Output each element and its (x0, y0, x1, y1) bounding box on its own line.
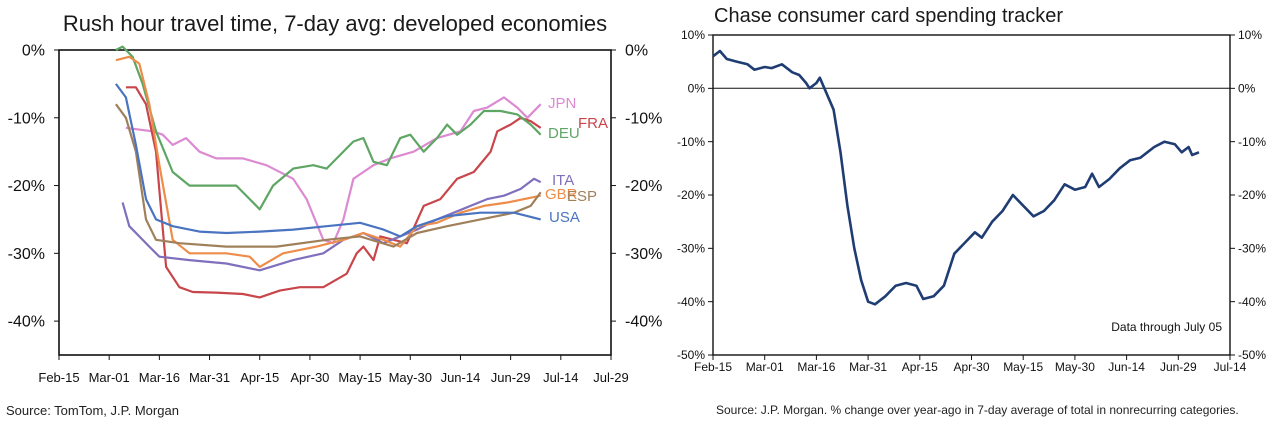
series-label-ita: ITA (552, 172, 574, 189)
series-label-jpn: JPN (548, 95, 576, 112)
y-tick-label-right: -30% (1238, 242, 1266, 256)
x-tick-label: Jul-14 (543, 370, 578, 385)
y-tick-label-left: 0% (22, 43, 45, 60)
y-tick-label-left: -30% (8, 246, 45, 263)
x-tick-label: Feb-15 (694, 360, 732, 374)
y-tick-label-right: -10% (1238, 135, 1266, 149)
y-tick-label-right: -10% (625, 110, 662, 127)
x-tick-label: May-30 (1055, 360, 1095, 374)
series-line-fra (125, 86, 542, 299)
series-label-fra: FRA (578, 115, 608, 132)
y-tick-label-right: -50% (1238, 348, 1266, 362)
right-y-ticks: 10% 10% 0% 0% -10% -10% -20% -20% -30% -30% -40% -4… (677, 28, 1266, 362)
y-tick-label-left: -20% (677, 188, 705, 202)
y-tick-label-left: -50% (677, 348, 705, 362)
series-line-usa (115, 83, 541, 238)
y-tick-label-right: -20% (625, 178, 662, 195)
x-tick-label: Feb-15 (38, 370, 79, 385)
y-tick-label-left: -10% (677, 135, 705, 149)
x-tick-label: Mar-31 (849, 360, 887, 374)
series-label-usa: USA (549, 209, 580, 226)
y-tick-label-right: 0% (1238, 82, 1256, 96)
right-chart: Chase consumer card spending tracker 10%… (677, 5, 1266, 374)
x-tick-label: Jun-29 (1160, 360, 1197, 374)
x-tick-label: Mar-01 (746, 360, 784, 374)
right-series-lines (712, 49, 1200, 306)
x-tick-label: May-15 (338, 370, 381, 385)
left-plot-frame (58, 49, 612, 356)
right-x-ticks: Feb-15 Mar-01 Mar-16 Mar-31 Apr-15 Apr-30 May-… (694, 355, 1247, 374)
y-tick-label-right: -30% (625, 246, 662, 263)
left-chart-title: Rush hour travel time, 7-day avg: develo… (63, 11, 607, 36)
series-line-deu (115, 45, 542, 211)
x-tick-label: Mar-16 (139, 370, 180, 385)
x-tick-label: Apr-30 (290, 370, 329, 385)
x-tick-label: Jun-14 (441, 370, 481, 385)
x-tick-label: Jul-14 (1214, 360, 1247, 374)
y-tick-label-right: 10% (1238, 28, 1262, 42)
x-tick-label: May-30 (389, 370, 432, 385)
x-tick-label: Apr-30 (953, 360, 989, 374)
series-line-jpn (125, 96, 542, 245)
y-tick-label-right: -40% (625, 314, 662, 331)
x-tick-label: Mar-16 (797, 360, 835, 374)
left-x-ticks: Feb-15 Mar-01 Mar-16 Mar-31 Apr-15 Apr-30 May-… (38, 355, 629, 385)
x-tick-label: Apr-15 (240, 370, 279, 385)
y-tick-label-right: -40% (1238, 295, 1266, 309)
x-tick-label: Jul-29 (593, 370, 628, 385)
left-y-ticks: 0% 0% -10% -10% -20% -20% -30% -30% -40% -40% (8, 43, 663, 331)
series-label-esp: ESP (567, 188, 597, 205)
y-tick-label-left: -30% (677, 242, 705, 256)
y-tick-label-left: 10% (681, 28, 705, 42)
y-tick-label-left: -40% (8, 314, 45, 331)
right-annotation: Data through July 05 (1111, 320, 1222, 334)
y-tick-label-left: -10% (8, 110, 45, 127)
x-tick-label: May-15 (1003, 360, 1043, 374)
y-tick-label-left: -20% (8, 178, 45, 195)
series-line-gbr (115, 55, 541, 268)
right-source-note: Source: J.P. Morgan. % change over year-… (716, 403, 1239, 417)
series-label-deu: DEU (548, 125, 580, 142)
left-chart: Rush hour travel time, 7-day avg: develo… (8, 11, 663, 385)
series-line-esp (115, 103, 542, 248)
left-source-note: Source: TomTom, J.P. Morgan (6, 403, 179, 418)
series-label-gbr: GBR (545, 186, 578, 203)
series-line-ita (121, 177, 542, 272)
y-tick-label-right: -20% (1238, 188, 1266, 202)
y-tick-label-left: -40% (677, 295, 705, 309)
right-plot-frame (712, 34, 1231, 356)
x-tick-label: Jun-29 (491, 370, 531, 385)
x-tick-label: Apr-15 (902, 360, 938, 374)
y-tick-label-right: 0% (625, 43, 648, 60)
right-chart-title: Chase consumer card spending tracker (714, 5, 1063, 27)
y-tick-label-left: 0% (688, 82, 706, 96)
x-tick-label: Mar-01 (89, 370, 130, 385)
series-line (712, 49, 1200, 306)
x-tick-label: Mar-31 (189, 370, 230, 385)
left-series-lines (115, 45, 542, 299)
x-tick-label: Jun-14 (1108, 360, 1145, 374)
